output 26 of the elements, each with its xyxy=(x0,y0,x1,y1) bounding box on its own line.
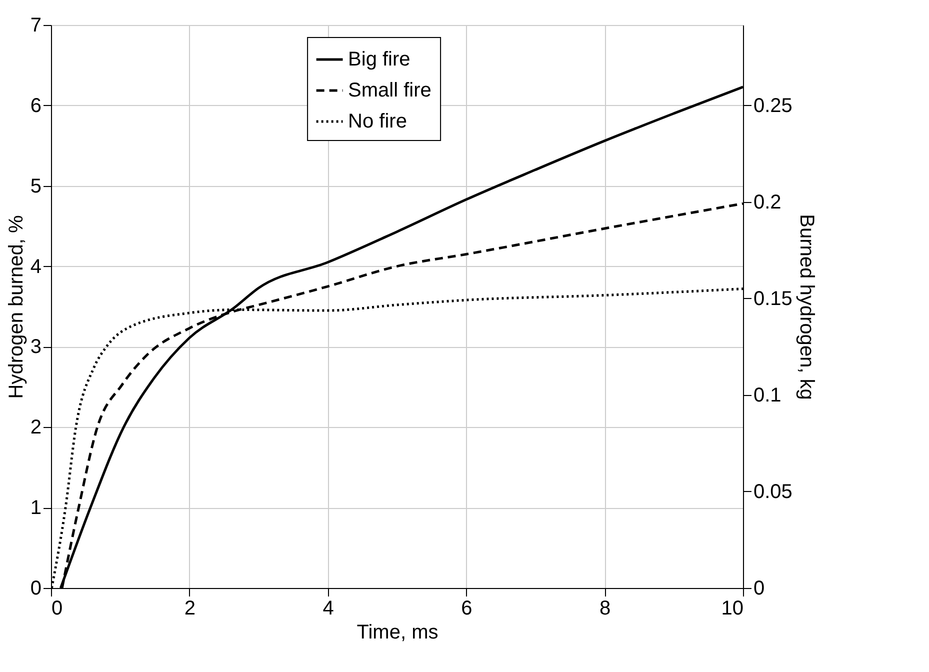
y2-tick-label: 0.2 xyxy=(754,191,782,214)
legend-label: Big fire xyxy=(348,48,410,70)
legend-label: Small fire xyxy=(348,80,432,102)
x-tick-label: 0 xyxy=(52,598,63,620)
y2-tick-label: 0 xyxy=(754,578,765,600)
y-tick-label: 6 xyxy=(30,94,42,117)
y-tick-label: 0 xyxy=(30,578,42,600)
y-tick-label: 7 xyxy=(30,14,42,36)
legend-label: No fire xyxy=(348,110,407,132)
y2-axis-title: Burned hydrogen, kg xyxy=(795,214,818,400)
y2-tick-label: 0.1 xyxy=(754,384,782,406)
y-tick-label: 5 xyxy=(30,175,42,198)
y2-tick-label: 0.15 xyxy=(754,288,792,310)
x-tick-label: 10 xyxy=(721,598,744,620)
x-axis-title: Time, ms xyxy=(356,622,438,644)
y2-tick-label: 0.25 xyxy=(754,94,792,117)
y-tick-label: 4 xyxy=(30,256,42,278)
y-tick-label: 1 xyxy=(30,497,42,520)
y-axis-title: Hydrogen burned, % xyxy=(5,215,28,399)
y-tick-label: 2 xyxy=(30,416,42,439)
y2-tick-label: 0.05 xyxy=(754,480,792,503)
x-tick-label: 6 xyxy=(461,598,472,620)
y-tick-label: 3 xyxy=(30,336,42,358)
x-tick-label: 8 xyxy=(600,598,611,620)
x-tick-label: 2 xyxy=(184,598,196,620)
x-tick-label: 4 xyxy=(322,598,334,620)
